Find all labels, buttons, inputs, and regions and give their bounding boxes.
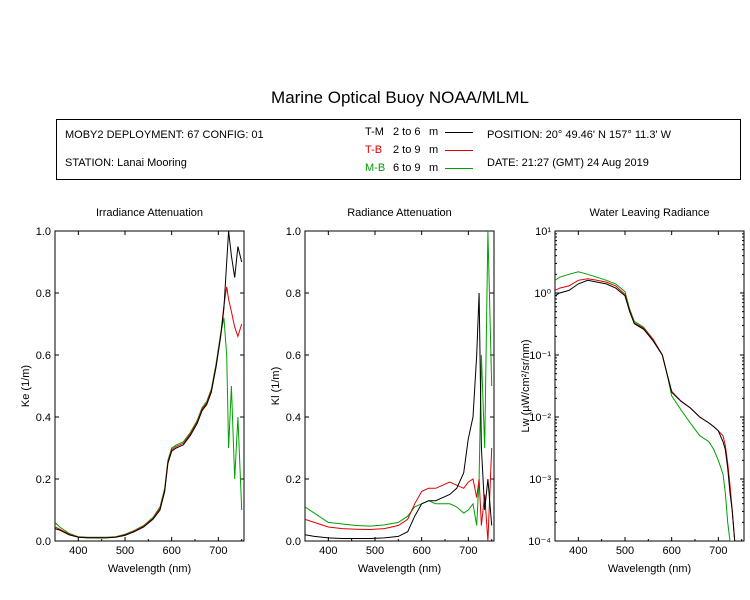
deployment-text: MOBY2 DEPLOYMENT: 67 CONFIG: 01 xyxy=(65,129,264,141)
legend-code-tm: T-M xyxy=(365,126,384,138)
y-tick-label: 10⁻³ xyxy=(529,474,551,486)
y-tick-label: 1.0 xyxy=(36,226,51,238)
y-tick-label: 0.0 xyxy=(286,536,301,548)
y-tick-label: 0.0 xyxy=(36,536,51,548)
legend-line-tb xyxy=(445,150,473,151)
x-tick-label: 400 xyxy=(69,545,87,557)
y-axis-label: Lw (µW/cm²/sr/nm) xyxy=(520,339,532,432)
y-tick-label: 10¹ xyxy=(535,226,551,238)
legend-line-mb xyxy=(445,168,473,169)
legend-range-tm: 2 to 6 xyxy=(393,126,421,138)
y-tick-label: 0.6 xyxy=(36,350,51,362)
plot-frame xyxy=(54,230,245,542)
x-tick-label: 500 xyxy=(616,545,634,557)
info-box: MOBY2 DEPLOYMENT: 67 CONFIG: 01 STATION:… xyxy=(56,119,741,180)
x-tick-label: 700 xyxy=(209,545,227,557)
series-line-t-b xyxy=(55,286,243,539)
x-tick-label: 500 xyxy=(116,545,134,557)
y-tick-label: 0.2 xyxy=(36,474,51,486)
legend-unit-mb: m xyxy=(429,162,439,174)
legend-code-mb: M-B xyxy=(365,162,386,174)
legend-unit-tm: m xyxy=(429,126,439,138)
y-tick-label: 0.2 xyxy=(286,474,301,486)
station-text: STATION: Lanai Mooring xyxy=(65,157,187,169)
legend-range-mb: 6 to 9 xyxy=(393,162,421,174)
series-line-t-m xyxy=(305,292,493,539)
x-tick-label: 700 xyxy=(709,545,727,557)
series-line-t-b xyxy=(305,447,493,541)
y-axis-label: Kl (1/m) xyxy=(270,367,282,406)
series-line-m-b xyxy=(305,231,493,527)
date-text: DATE: 21:27 (GMT) 24 Aug 2019 xyxy=(487,157,649,169)
series-line-t-m xyxy=(55,231,243,539)
y-tick-label: 10⁻⁴ xyxy=(528,536,551,548)
legend-line-tm xyxy=(445,132,473,133)
x-axis-label: Wavelength (nm) xyxy=(358,563,441,575)
y-tick-label: 10⁻¹ xyxy=(529,350,551,362)
plot-frame xyxy=(554,230,745,542)
series-line-t-b xyxy=(555,278,736,541)
y-tick-label: 1.0 xyxy=(286,226,301,238)
series-line-t-m xyxy=(555,279,736,541)
y-tick-label: 0.8 xyxy=(286,288,301,300)
legend-code-tb: T-B xyxy=(365,144,383,156)
x-tick-label: 600 xyxy=(412,545,430,557)
y-axis-label: Ke (1/m) xyxy=(20,365,32,407)
y-tick-label: 0.4 xyxy=(36,412,51,424)
x-axis-label: Wavelength (nm) xyxy=(608,563,691,575)
series-line-m-b xyxy=(55,317,243,538)
legend-unit-tb: m xyxy=(429,144,439,156)
y-tick-label: 10⁻² xyxy=(529,412,551,424)
x-tick-label: 700 xyxy=(459,545,477,557)
chart-title: Radiance Attenuation xyxy=(347,207,452,219)
y-tick-label: 0.8 xyxy=(36,288,51,300)
chart-title: Water Leaving Radiance xyxy=(589,207,709,219)
x-tick-label: 600 xyxy=(162,545,180,557)
position-text: POSITION: 20° 49.46' N 157° 11.3' W xyxy=(487,129,671,141)
x-tick-label: 400 xyxy=(569,545,587,557)
x-tick-label: 400 xyxy=(319,545,337,557)
plot-frame xyxy=(304,230,495,542)
y-tick-label: 10⁰ xyxy=(534,288,551,300)
x-tick-label: 600 xyxy=(662,545,680,557)
y-tick-label: 0.6 xyxy=(286,350,301,362)
chart-main-title: Marine Optical Buoy NOAA/MLML xyxy=(271,88,529,107)
x-axis-label: Wavelength (nm) xyxy=(108,563,191,575)
legend-range-tb: 2 to 9 xyxy=(393,144,421,156)
series-line-m-b xyxy=(555,271,735,541)
chart-title: Irradiance Attenuation xyxy=(96,207,203,219)
x-tick-label: 500 xyxy=(366,545,384,557)
y-tick-label: 0.4 xyxy=(286,412,301,424)
